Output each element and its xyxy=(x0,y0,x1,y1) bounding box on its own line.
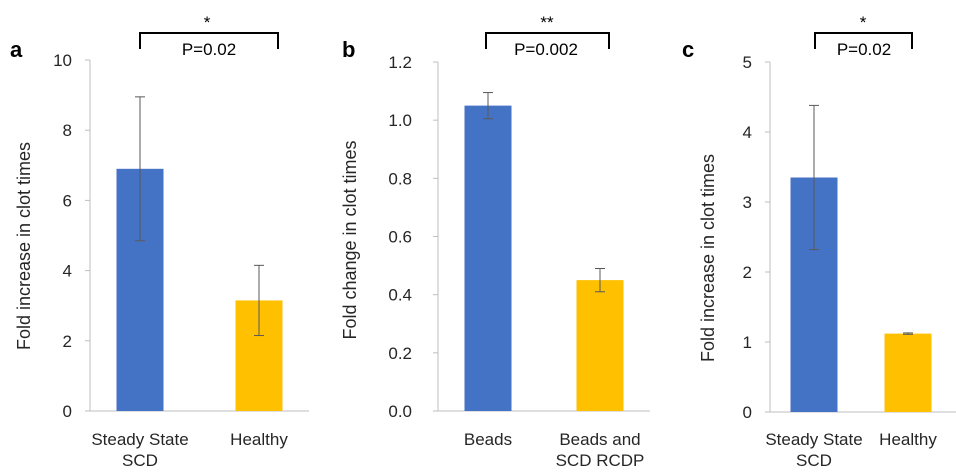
y-axis-label: Fold change in clot times xyxy=(340,140,360,339)
y-tick-label: 10 xyxy=(53,51,72,70)
bar-yellow xyxy=(884,333,932,412)
x-category-label: SCD RCDP xyxy=(556,451,645,470)
panel-letter: a xyxy=(10,37,23,62)
y-tick-label: 5 xyxy=(743,53,752,72)
x-category-label: Healthy xyxy=(879,430,937,449)
y-tick-label: 3 xyxy=(743,193,752,212)
bar-yellow xyxy=(576,280,624,411)
y-tick-label: 1.2 xyxy=(388,53,412,72)
y-tick-label: 6 xyxy=(63,191,72,210)
x-category-label: Steady State xyxy=(91,430,188,449)
panel-c: c Fold increase in clot times 0 1 2 3 4 5 Steady… xyxy=(682,13,956,470)
y-tick-label: 1 xyxy=(743,333,752,352)
y-axis-label: Fold increase in clot times xyxy=(14,142,34,350)
y-tick-label: 2 xyxy=(63,332,72,351)
x-category-label: Healthy xyxy=(230,430,288,449)
y-tick-label: 0 xyxy=(743,403,752,422)
p-value-label: P=0.002 xyxy=(514,40,578,59)
y-axis-label: Fold increase in clot times xyxy=(698,154,718,362)
y-tick-label: 0.4 xyxy=(388,286,412,305)
significance-bracket xyxy=(485,32,610,49)
x-category-label: Beads and xyxy=(559,430,640,449)
x-category-label: Beads xyxy=(464,430,512,449)
panel-letter: c xyxy=(682,37,694,62)
y-tick-label: 8 xyxy=(63,121,72,140)
x-category-label: SCD xyxy=(796,451,832,470)
y-tick-label: 2 xyxy=(743,263,752,282)
x-category-label: Steady State xyxy=(765,430,862,449)
y-tick-label: 0.2 xyxy=(388,344,412,363)
panel-b: b Fold change in clot times 0.0 0.2 0.4 0.6 0.… xyxy=(340,13,650,470)
y-tick-label: 1.0 xyxy=(388,111,412,130)
panel-letter: b xyxy=(342,37,355,62)
bar-blue xyxy=(464,105,512,411)
y-tick-label: 0 xyxy=(63,402,72,421)
p-value-label: P=0.02 xyxy=(182,40,236,59)
y-tick-label: 0.8 xyxy=(388,169,412,188)
x-category-label: SCD xyxy=(122,451,158,470)
y-tick-label: 0.6 xyxy=(388,228,412,247)
y-tick-label: 4 xyxy=(63,262,72,281)
p-value-label: P=0.02 xyxy=(837,40,891,59)
y-tick-label: 0.0 xyxy=(388,402,412,421)
significance-bracket xyxy=(814,32,913,49)
significance-stars: ** xyxy=(540,13,554,32)
significance-bracket xyxy=(139,32,279,49)
significance-stars: * xyxy=(204,13,211,32)
significance-stars: * xyxy=(860,13,867,32)
panel-a: a Fold increase in clot times 0 2 4 6 8 10 Stead… xyxy=(10,13,309,470)
y-tick-label: 4 xyxy=(743,123,752,142)
